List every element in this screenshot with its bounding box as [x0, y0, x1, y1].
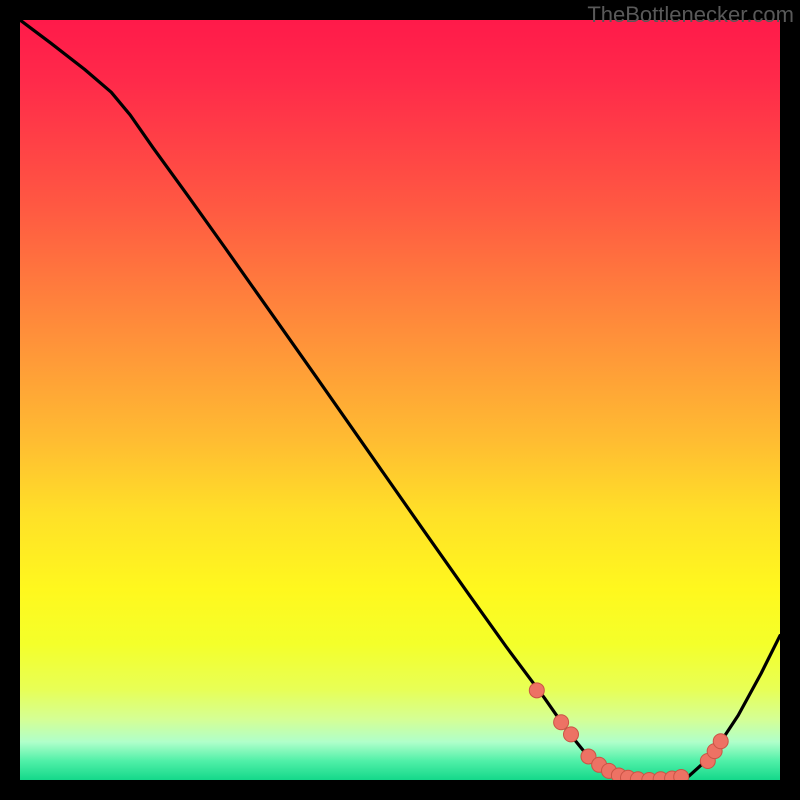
overlay-svg	[20, 20, 780, 780]
marker-point	[554, 715, 569, 730]
marker-point	[564, 727, 579, 742]
markers-group	[529, 683, 728, 780]
chart-container: TheBottlenecker.com	[0, 0, 800, 800]
curve-line	[20, 20, 780, 779]
watermark-text: TheBottlenecker.com	[587, 2, 794, 28]
marker-point	[674, 769, 689, 780]
marker-point	[529, 683, 544, 698]
marker-point	[713, 734, 728, 749]
plot-area	[20, 20, 780, 780]
